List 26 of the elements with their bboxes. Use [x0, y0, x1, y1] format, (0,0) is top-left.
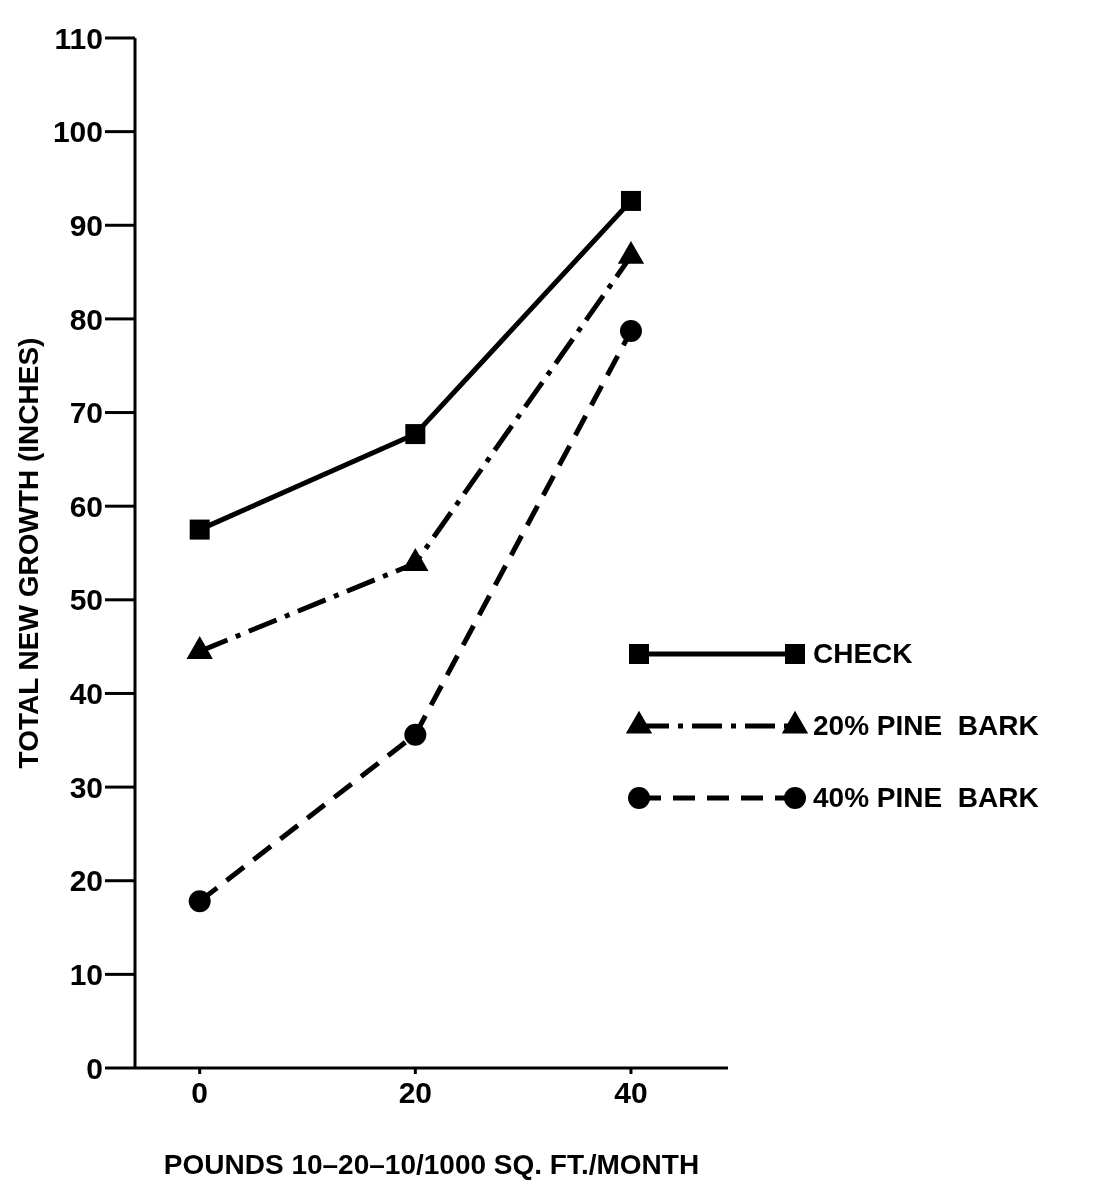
point — [189, 519, 210, 540]
legend-label: 40% PINE BARK — [813, 782, 1039, 814]
y-tick-label: 40 — [69, 677, 103, 711]
y-tick-label: 80 — [69, 302, 103, 336]
x-tick-label: 40 — [614, 1076, 648, 1110]
y-tick-label: 70 — [69, 396, 103, 430]
point — [404, 723, 427, 746]
y-axis-title: TOTAL NEW GROWTH (INCHES) — [12, 337, 44, 769]
y-tick-label: 10 — [69, 958, 103, 992]
legend-label: 20% PINE BARK — [813, 710, 1039, 742]
y-tick-label: 90 — [69, 208, 103, 242]
y-tick-label: 110 — [54, 21, 103, 55]
point — [188, 890, 211, 913]
y-tick-label: 50 — [69, 583, 103, 617]
point — [619, 320, 642, 343]
y-tick-label: 20 — [69, 864, 103, 898]
x-tick-label: 20 — [398, 1076, 433, 1110]
y-tick-label: 0 — [86, 1051, 103, 1085]
y-tick-label: 60 — [69, 489, 103, 523]
legend-label: CHECK — [813, 638, 913, 670]
x-axis-title: POUNDS 10–20–10/1000 SQ. FT./MONTH — [163, 1149, 700, 1180]
point — [620, 190, 641, 211]
x-tick-label: 0 — [191, 1076, 209, 1110]
point — [405, 424, 426, 445]
y-tick-label: 30 — [69, 770, 103, 804]
y-tick-label: 100 — [52, 115, 103, 149]
